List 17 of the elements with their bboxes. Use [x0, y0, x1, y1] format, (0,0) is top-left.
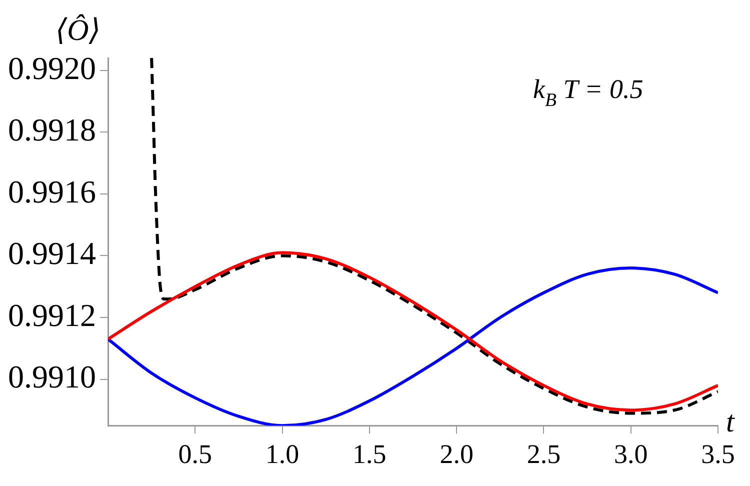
y-tick-label: 0.9914 [8, 235, 96, 272]
y-tick-label: 0.9920 [8, 50, 96, 86]
x-tick-label: 3.5 [701, 438, 735, 469]
y-tick-label: 0.9910 [8, 358, 96, 395]
line-series [150, 58, 718, 415]
line-series [108, 251, 718, 412]
y-tick-label: 0.9916 [8, 173, 96, 210]
x-axis-title: t [726, 406, 735, 439]
y-tick-label: 0.9912 [8, 296, 96, 333]
x-tick-label: 2.0 [440, 438, 474, 469]
x-tick-label: 1.5 [352, 438, 386, 469]
x-tick-label: 0.5 [178, 438, 212, 469]
x-tick-label: 2.5 [526, 438, 561, 469]
y-axis-title: ⟨Ô⟩ [55, 14, 101, 47]
y-tick-label: 0.9918 [8, 112, 96, 148]
x-tick-label: 1.0 [265, 438, 300, 469]
x-tick-label: 3.0 [614, 438, 648, 469]
